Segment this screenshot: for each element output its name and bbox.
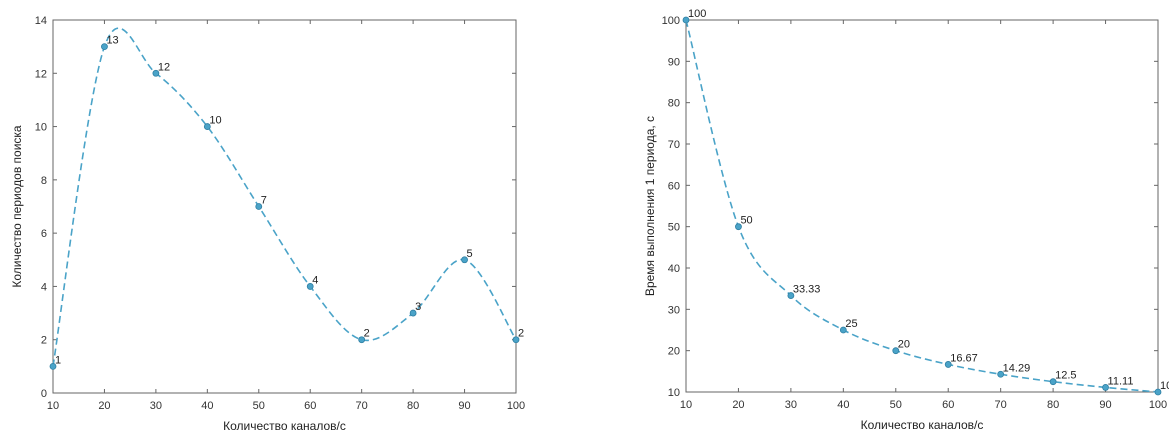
y-tick-label: 6 [41,228,47,240]
x-tick-label: 70 [995,399,1007,411]
y-tick-label: 10 [35,122,47,134]
y-tick-label: 100 [662,15,680,27]
y-tick-label: 50 [668,222,680,234]
data-point [512,336,520,344]
x-tick-label: 30 [785,399,797,411]
data-point [152,69,160,77]
data-point [203,123,211,130]
data-point [255,203,263,210]
data-label: 2 [364,328,370,340]
data-label: 13 [106,35,118,47]
chart-period-time: 10 20 30 40 50 60 70 80 90 100 10 20 30 40 50 60 70 80 90 1… [643,8,1169,432]
y-tick-label: 14 [35,15,47,27]
y-axis-label: Количество периодов поиска [10,125,24,288]
series-line [52,27,517,367]
x-tick-label: 100 [1149,399,1167,411]
data-label: 14.29 [1003,362,1031,374]
plot-frame [685,19,1159,393]
y-tick-label: 4 [41,281,47,293]
data-label: 25 [845,318,857,330]
data-point [892,347,900,355]
data-label: 20 [898,339,910,351]
x-tick-label: 100 [507,400,525,412]
x-tick-label: 80 [407,400,419,412]
y-tick-label: 0 [41,388,47,400]
data-label: 1 [55,354,61,366]
x-tick-label: 30 [150,400,162,412]
data-point [306,283,314,290]
data-point [1102,384,1109,391]
x-tick-label: 50 [253,400,265,412]
x-tick-label: 90 [458,400,470,412]
data-point [101,43,108,51]
data-point [1154,388,1162,396]
data-point [358,336,366,344]
data-label: 12.5 [1055,370,1076,382]
data-point [997,370,1005,378]
data-point [409,309,417,317]
x-tick-label: 60 [942,399,954,411]
x-tick-label: 40 [201,400,213,412]
x-tick-label: 20 [98,400,110,412]
data-point [839,326,847,334]
x-tick-label: 10 [680,399,692,411]
data-point [682,16,690,24]
y-tick-label: 40 [668,263,680,275]
y-tick-label: 8 [41,175,47,187]
chart-search-periods: 10 20 30 40 50 60 70 80 90 10002468101214Количест… [10,15,525,433]
y-tick-label: 80 [668,98,680,110]
data-label: 4 [312,274,318,286]
data-label: 33.33 [793,284,821,296]
data-label: 50 [740,215,752,227]
data-point [1049,378,1057,386]
x-tick-label: 20 [732,399,744,411]
x-tick-label: 10 [47,400,59,412]
y-tick-label: 90 [668,56,680,68]
x-axis-label: Количество каналов/с [223,419,346,433]
data-point [49,362,57,370]
series-line [685,19,1159,393]
data-point [461,256,468,264]
data-label: 2 [518,328,524,340]
x-tick-label: 70 [356,400,368,412]
y-tick-label: 20 [668,346,680,358]
x-axis-label: Количество каналов/с [861,418,984,432]
plot-frame [52,19,517,394]
data-label: 5 [467,248,473,260]
data-point [735,223,742,231]
x-tick-label: 60 [304,400,316,412]
data-point [787,292,795,299]
data-label: 16.67 [950,352,978,364]
x-tick-label: 50 [890,399,902,411]
data-label: 3 [415,301,421,313]
y-tick-label: 30 [668,304,680,316]
x-tick-label: 90 [1099,399,1111,411]
data-label: 11.11 [1108,375,1134,387]
y-tick-label: 10 [668,387,680,399]
data-label: 7 [261,195,267,207]
y-tick-label: 70 [668,139,680,151]
x-tick-label: 40 [837,399,849,411]
y-axis-label: Время выполнения 1 периода, с [643,116,657,296]
data-label: 100 [688,8,706,20]
data-label: 12 [158,61,170,73]
data-label: 10 [209,115,221,127]
y-tick-label: 12 [35,68,47,80]
data-label: 10 [1160,380,1169,392]
y-tick-label: 2 [41,335,47,347]
x-tick-label: 80 [1047,399,1059,411]
y-tick-label: 60 [668,180,680,192]
data-point [944,361,952,368]
